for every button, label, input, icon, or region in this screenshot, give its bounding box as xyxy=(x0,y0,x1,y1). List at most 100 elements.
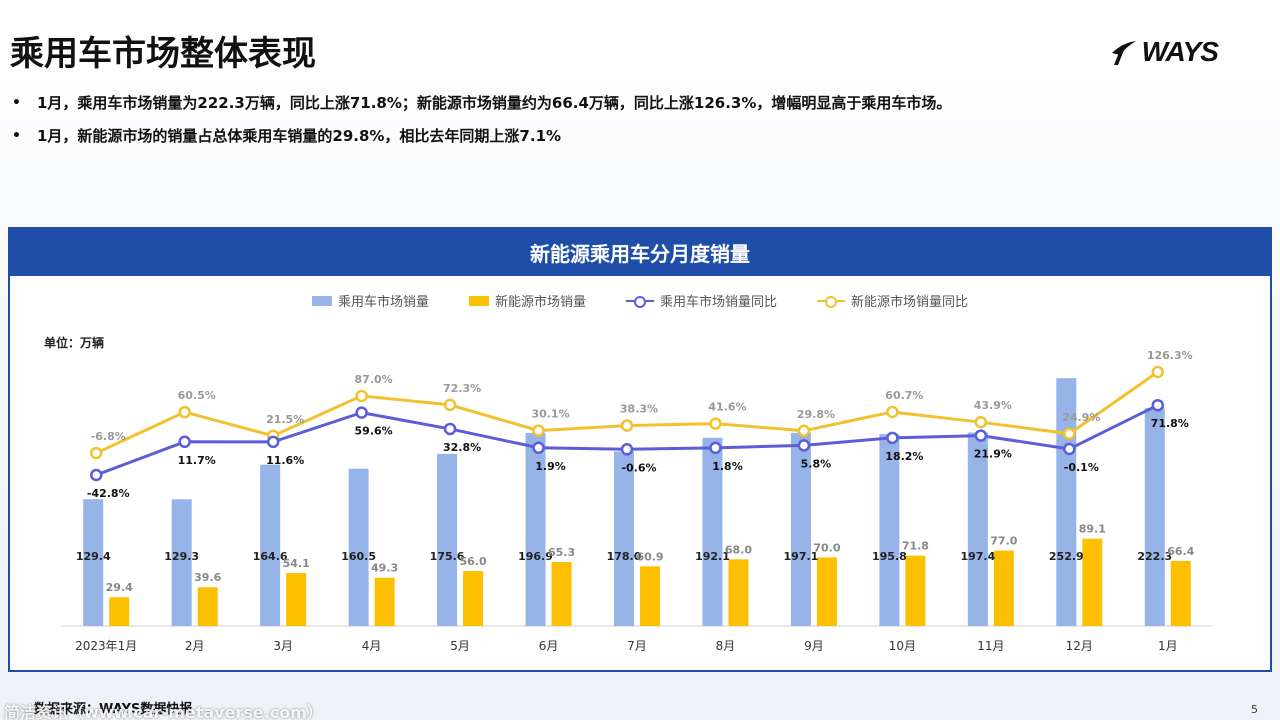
nev-sales-bar xyxy=(1082,538,1103,626)
x-tick-label: 3月 xyxy=(273,639,293,653)
passenger-yoy-label: -42.8% xyxy=(87,487,130,500)
nev-sales-bar xyxy=(197,587,218,626)
x-tick-label: 5月 xyxy=(450,639,470,653)
passenger-sales-bar xyxy=(171,499,192,626)
bullet-item: • 1月，乘用车市场销量为222.3万辆，同比上涨71.8%；新能源市场销量约为… xyxy=(12,92,1212,114)
nev-yoy-point xyxy=(620,419,634,432)
x-tick-label: 11月 xyxy=(977,639,1004,653)
nev-yoy-label: -6.8% xyxy=(91,430,126,443)
passenger-yoy-label: -0.1% xyxy=(1064,461,1099,474)
passenger-sales-label: 129.4 xyxy=(76,550,111,563)
legend-line-swatch xyxy=(817,295,846,308)
page-number: 5 xyxy=(1251,703,1258,716)
x-tick-label: 2月 xyxy=(185,639,205,653)
legend-item-passenger-yoy[interactable]: 乘用车市场销量同比 xyxy=(626,291,777,310)
nev-yoy-point xyxy=(797,424,811,438)
nev-sales-label: 54.1 xyxy=(283,557,310,570)
passenger-sales-label: 252.9 xyxy=(1049,550,1084,563)
nev-yoy-point xyxy=(886,405,899,419)
passenger-yoy-point xyxy=(886,431,899,445)
x-tick-label: 7月 xyxy=(627,639,647,653)
nev-yoy-point xyxy=(709,417,722,430)
x-tick-label: 12月 xyxy=(1066,639,1093,653)
passenger-sales-bar xyxy=(614,451,634,626)
nev-sales-bar xyxy=(905,555,926,626)
legend-item-nev-yoy[interactable]: 新能源市场销量同比 xyxy=(817,291,968,310)
nev-sales-label: 77.0 xyxy=(990,535,1017,548)
nev-sales-label: 60.9 xyxy=(636,550,663,563)
nev-sales-bar xyxy=(286,572,307,626)
passenger-sales-bar xyxy=(83,499,104,626)
data-source: 数据来源：WAYS数据快报 xyxy=(34,702,193,717)
nev-sales-label: 66.4 xyxy=(1167,545,1194,558)
passenger-sales-label: 222.3 xyxy=(1137,550,1172,563)
x-tick-label: 9月 xyxy=(804,639,824,653)
passenger-sales-label: 178.0 xyxy=(607,550,642,563)
passenger-sales-bar xyxy=(1056,378,1077,626)
x-tick-label: 10月 xyxy=(889,639,916,653)
legend-label: 新能源市场销量 xyxy=(494,295,586,310)
passenger-sales-bar xyxy=(348,468,369,626)
nev-sales-label: 68.0 xyxy=(725,543,752,556)
logo-mark-icon xyxy=(1111,41,1136,65)
legend-line-swatch xyxy=(626,295,654,308)
nev-yoy-label: 87.0% xyxy=(355,373,393,386)
passenger-yoy-point xyxy=(89,468,103,482)
passenger-sales-label: 197.4 xyxy=(960,550,995,563)
passenger-yoy-point xyxy=(1151,398,1165,412)
nev-sales-bar xyxy=(728,559,749,626)
passenger-yoy-point xyxy=(709,441,722,455)
page-title: 乘用车市场整体表现 xyxy=(10,34,316,74)
passenger-yoy-point xyxy=(532,441,545,455)
bullet-dot-icon: • xyxy=(12,95,21,111)
passenger-yoy-point xyxy=(355,406,368,419)
bullet-text: 1月，新能源市场的销量占总体乘用车销量的29.8%，相比去年同期上涨7.1% xyxy=(36,127,562,145)
passenger-yoy-point xyxy=(974,429,988,442)
passenger-sales-bar xyxy=(790,432,811,626)
passenger-yoy-point xyxy=(178,435,191,449)
nev-yoy-label: 126.3% xyxy=(1147,349,1193,362)
nev-yoy-point xyxy=(89,446,103,460)
nev-sales-label: 70.0 xyxy=(813,541,840,554)
nev-yoy-label: 24.9% xyxy=(1062,411,1100,424)
legend-item-passenger-sales[interactable]: 乘用车市场销量 xyxy=(311,291,429,310)
brand-logo: WAYS xyxy=(1108,36,1219,68)
chart-plot: 129.4 29.4 129.3 39.6 164.654.1 160.549.3 175.… xyxy=(62,349,1212,653)
passenger-yoy-label: 1.9% xyxy=(535,460,566,473)
passenger-yoy-point xyxy=(266,435,280,449)
passenger-sales-label: 175.6 xyxy=(430,550,465,563)
passenger-sales-bar xyxy=(967,432,988,626)
bullet-dot-icon: • xyxy=(12,128,21,144)
nev-sales-label: 89.1 xyxy=(1079,523,1106,536)
chart-legend: 乘用车市场销量 新能源市场销量 乘用车市场销量同比 新能源市场销量同比 xyxy=(10,291,1270,310)
bullet-list: • 1月，乘用车市场销量为222.3万辆，同比上涨71.8%；新能源市场销量约为… xyxy=(12,92,1212,158)
passenger-sales-label: 164.6 xyxy=(253,550,288,563)
nev-sales-label: 71.8 xyxy=(902,540,929,553)
nev-sales-bar xyxy=(374,577,395,626)
legend-bar-swatch xyxy=(311,295,332,306)
x-tick-label: 4月 xyxy=(362,639,382,653)
x-tick-label: 8月 xyxy=(716,639,736,653)
passenger-yoy-point xyxy=(1063,442,1076,456)
passenger-yoy-label: 1.8% xyxy=(712,460,743,473)
passenger-sales-label: 195.8 xyxy=(872,550,907,563)
unit-label: 单位：万辆 xyxy=(44,336,105,350)
nev-sales-bar xyxy=(1170,560,1191,626)
passenger-sales-bar xyxy=(525,433,546,626)
passenger-yoy-label: 5.8% xyxy=(801,457,832,470)
passenger-sales-label: 129.3 xyxy=(164,550,199,563)
passenger-sales-bar xyxy=(1144,408,1165,626)
passenger-sales-bar xyxy=(260,464,281,626)
panel-title: 新能源乘用车分月度销量 xyxy=(10,229,1270,276)
nev-yoy-point xyxy=(1063,427,1076,441)
legend-item-nev-sales[interactable]: 新能源市场销量 xyxy=(468,291,586,310)
nev-yoy-point xyxy=(355,389,368,403)
nev-yoy-label: 72.3% xyxy=(443,382,481,395)
nev-yoy-point xyxy=(532,424,545,437)
nev-yoy-point xyxy=(1151,365,1165,379)
nev-sales-bar xyxy=(816,557,837,626)
bullet-text: 1月，乘用车市场销量为222.3万辆，同比上涨71.8%；新能源市场销量约为66… xyxy=(36,94,952,112)
passenger-yoy-label: 11.6% xyxy=(266,454,304,467)
passenger-sales-bar xyxy=(437,453,458,626)
watermark-text: 简洁资讯（www.car-metaverse.com） xyxy=(4,703,323,720)
